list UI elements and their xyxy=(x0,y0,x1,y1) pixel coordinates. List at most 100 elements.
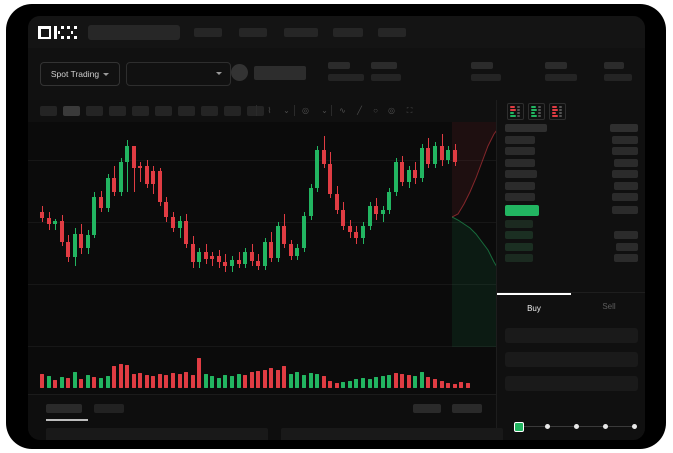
candle-body xyxy=(406,170,411,182)
timeframe-5[interactable] xyxy=(132,106,149,116)
top-navigation-bar xyxy=(28,16,645,48)
timeframe-2[interactable] xyxy=(63,106,80,116)
amount-field[interactable] xyxy=(505,352,638,367)
orderbook-ask-amount[interactable] xyxy=(612,135,638,144)
okx-logo[interactable] xyxy=(38,26,80,39)
mode-selector-spot-trading[interactable]: Spot Trading xyxy=(40,62,120,86)
volume-bar xyxy=(321,376,326,388)
candle-body xyxy=(229,260,234,266)
candle-wick xyxy=(382,206,384,222)
slider-step-2[interactable] xyxy=(545,423,550,429)
timeframe-6[interactable] xyxy=(155,106,172,116)
volume-bar xyxy=(269,368,274,388)
volume-bar xyxy=(72,372,77,388)
timeframe-1[interactable] xyxy=(40,106,57,116)
dropdown-icon[interactable]: ⌄ xyxy=(321,106,328,115)
candle-body xyxy=(223,262,228,266)
orderbook-ask-amount[interactable] xyxy=(612,147,638,155)
orderbook-ask-amount[interactable] xyxy=(612,193,638,201)
camera-icon[interactable]: ○ xyxy=(373,106,378,115)
candle-body xyxy=(72,234,77,257)
bottom-action-2[interactable] xyxy=(452,404,482,413)
bottom-panel-right[interactable] xyxy=(281,428,503,440)
orderbook-bid-price[interactable] xyxy=(505,242,533,251)
orderbook-ask-amount[interactable] xyxy=(610,124,638,132)
volume-bar xyxy=(354,379,359,388)
volume-bar xyxy=(256,371,261,388)
orderbook-last-price[interactable] xyxy=(505,204,539,216)
line-chart-icon[interactable]: ∿ xyxy=(339,106,346,115)
orderbook-ask-amount[interactable] xyxy=(612,170,638,178)
candle-body xyxy=(144,166,149,184)
slider-handle[interactable] xyxy=(514,422,524,432)
slider-step-3[interactable] xyxy=(574,423,579,429)
slider-step-5[interactable] xyxy=(632,423,637,429)
orderbook-ask-price[interactable] xyxy=(505,193,535,201)
timeframe-3[interactable] xyxy=(86,106,103,116)
nav-item-3[interactable] xyxy=(284,28,318,37)
candle-body xyxy=(308,188,313,216)
orderbook-bid-amount[interactable] xyxy=(614,231,638,239)
candle-body xyxy=(40,212,44,218)
price-field[interactable] xyxy=(505,328,638,343)
orderbook-ask-price[interactable] xyxy=(505,124,547,132)
bottom-tab-2[interactable] xyxy=(94,404,124,413)
orderbook-bid-price[interactable] xyxy=(505,254,533,262)
settings-icon[interactable]: ◎ xyxy=(388,106,395,115)
timeframe-8[interactable] xyxy=(201,106,218,116)
timeframe-7[interactable] xyxy=(178,106,195,116)
indicator-icon[interactable]: ⌇ xyxy=(267,106,272,115)
nav-item-1[interactable] xyxy=(194,28,222,37)
volume-bar xyxy=(387,375,392,388)
timeframe-4[interactable] xyxy=(109,106,126,116)
orderbook-ask-amount[interactable] xyxy=(614,158,638,167)
orderbook-ask-price[interactable] xyxy=(505,135,535,144)
total-field[interactable] xyxy=(505,376,638,391)
slider-step-4[interactable] xyxy=(603,423,608,429)
tab-sell[interactable]: Sell xyxy=(572,293,645,319)
volume-bar xyxy=(400,374,405,388)
candle-wick xyxy=(212,252,214,266)
orderbook-ask-price[interactable] xyxy=(505,147,535,155)
volume-bar xyxy=(223,375,228,388)
bottom-tab-1[interactable] xyxy=(46,404,82,413)
fullscreen-icon[interactable]: ⛶ xyxy=(406,106,413,115)
tab-buy[interactable]: Buy xyxy=(497,293,571,321)
orderbook-bid-amount[interactable] xyxy=(614,254,638,262)
orderbook-mode-bids[interactable] xyxy=(528,103,545,120)
chevron-down-icon xyxy=(103,72,110,76)
orderbook-mode-asks[interactable] xyxy=(549,103,566,120)
candle-body xyxy=(262,242,267,266)
compare-icon[interactable]: ⌄ xyxy=(283,106,290,115)
search-input[interactable] xyxy=(88,25,180,40)
orderbook-ask-price[interactable] xyxy=(505,181,535,190)
nav-item-2[interactable] xyxy=(239,28,267,37)
candle-body xyxy=(197,252,202,262)
orderbook-bid-price[interactable] xyxy=(505,231,533,239)
candle-body xyxy=(256,261,261,266)
orderbook-ask-amount[interactable] xyxy=(614,181,638,190)
candlestick-chart[interactable] xyxy=(28,122,496,394)
alert-icon[interactable]: ◎ xyxy=(302,106,309,115)
orderbook-ask-price[interactable] xyxy=(505,158,535,167)
orderbook-last-amount[interactable] xyxy=(612,205,638,214)
timeframe-10[interactable] xyxy=(247,106,264,116)
candle-body xyxy=(282,226,287,244)
amount-slider[interactable] xyxy=(514,422,639,432)
nav-item-4[interactable] xyxy=(333,28,363,37)
nav-item-5[interactable] xyxy=(378,28,406,37)
candle-body xyxy=(85,235,90,248)
bottom-action-1[interactable] xyxy=(413,404,441,413)
candle-body xyxy=(177,221,182,228)
candle-body xyxy=(236,260,241,264)
orderbook-ask-price[interactable] xyxy=(505,170,537,178)
bottom-panel-left[interactable] xyxy=(46,428,268,440)
timeframe-9[interactable] xyxy=(224,106,241,116)
pair-selector[interactable] xyxy=(126,62,231,86)
orderbook-bid-amount[interactable] xyxy=(616,242,638,251)
orderbook-bid-price[interactable] xyxy=(505,219,533,228)
orderbook-mode-both[interactable] xyxy=(507,103,524,120)
magnet-icon[interactable]: ╱ xyxy=(357,106,362,115)
volume-bar xyxy=(302,375,306,388)
volume-bar xyxy=(380,376,385,388)
